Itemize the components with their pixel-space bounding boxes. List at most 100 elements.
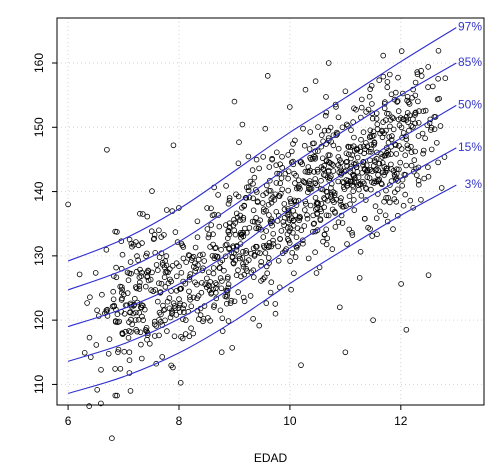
data-point <box>128 270 134 277</box>
data-point <box>420 108 427 114</box>
data-point <box>250 315 256 322</box>
data-point <box>411 157 418 163</box>
data-point <box>119 284 125 290</box>
data-point <box>398 48 405 54</box>
data-point <box>286 211 292 217</box>
data-point <box>264 270 271 277</box>
data-point <box>349 229 355 236</box>
data-point <box>370 132 377 139</box>
data-point <box>158 311 164 318</box>
data-point <box>114 311 121 318</box>
data-point <box>271 197 278 203</box>
data-point <box>412 148 418 155</box>
centile-curve <box>67 147 457 362</box>
data-point <box>317 217 324 223</box>
data-point <box>369 179 375 186</box>
data-point <box>345 144 352 150</box>
data-point <box>137 279 143 286</box>
data-point <box>151 321 158 328</box>
x-tick-label: 6 <box>65 414 72 428</box>
data-point <box>408 149 415 156</box>
data-point <box>176 263 182 270</box>
data-point <box>394 186 401 193</box>
data-point <box>133 309 139 316</box>
data-point <box>143 283 149 290</box>
data-point <box>137 329 144 336</box>
data-point <box>286 240 293 246</box>
data-point <box>358 136 364 143</box>
data-point <box>310 221 317 227</box>
data-point <box>331 190 338 196</box>
data-point <box>186 288 192 295</box>
data-point <box>375 167 382 173</box>
data-point <box>309 140 316 147</box>
data-point <box>344 241 350 247</box>
data-point <box>323 188 330 195</box>
data-point <box>442 75 449 81</box>
data-point <box>354 169 361 175</box>
data-point <box>310 229 316 235</box>
data-point <box>270 231 277 237</box>
data-point <box>156 309 163 316</box>
data-point <box>321 204 328 211</box>
data-point <box>346 193 353 200</box>
data-point <box>178 240 185 247</box>
data-point <box>173 273 180 280</box>
data-point <box>204 205 210 211</box>
data-point <box>225 318 232 324</box>
data-point <box>391 189 398 196</box>
data-point <box>94 386 100 393</box>
data-point <box>133 326 139 333</box>
data-point <box>234 214 241 221</box>
data-point <box>263 190 270 196</box>
data-point <box>164 207 170 213</box>
data-point <box>398 281 404 287</box>
data-point <box>86 334 93 341</box>
data-point <box>241 271 248 278</box>
data-point <box>226 195 233 201</box>
data-point <box>422 135 428 142</box>
data-point <box>330 142 337 149</box>
data-point <box>233 191 239 198</box>
data-point <box>217 275 224 281</box>
data-point <box>173 287 180 294</box>
data-point <box>199 267 206 274</box>
data-point <box>325 212 332 219</box>
centile-curve <box>67 104 457 328</box>
data-point <box>236 253 243 260</box>
centile-curve <box>67 184 457 394</box>
data-point <box>322 196 328 203</box>
data-point <box>160 302 166 309</box>
data-point <box>343 150 350 157</box>
data-point <box>413 172 420 179</box>
data-point <box>256 165 262 172</box>
data-point <box>275 193 282 199</box>
data-point <box>328 173 334 180</box>
data-point <box>210 241 216 248</box>
data-point <box>213 244 219 251</box>
data-point <box>182 280 189 287</box>
data-point <box>130 242 137 248</box>
data-point <box>144 213 151 220</box>
data-point <box>284 225 291 231</box>
data-point <box>290 230 296 236</box>
data-point <box>305 255 312 262</box>
data-point <box>105 350 112 357</box>
data-point <box>195 256 202 263</box>
data-point <box>419 130 426 137</box>
data-point <box>210 231 216 238</box>
data-point <box>304 169 311 175</box>
data-point <box>275 257 282 264</box>
data-point <box>176 296 182 302</box>
data-point <box>211 302 218 309</box>
data-point <box>223 183 229 189</box>
data-point <box>395 74 401 81</box>
data-point <box>408 162 415 169</box>
data-point <box>286 228 293 235</box>
data-point <box>373 116 380 122</box>
data-point <box>302 86 309 93</box>
data-point <box>293 172 299 179</box>
data-point <box>235 267 241 274</box>
data-point <box>362 215 368 222</box>
data-point <box>181 309 187 315</box>
